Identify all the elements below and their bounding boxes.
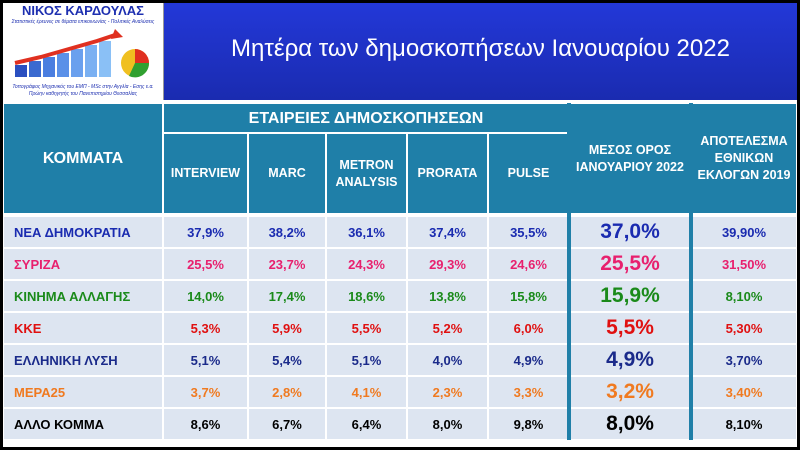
election-column-header: ΑΠΟΤΕΛΕΣΜΑ ΕΘΝΙΚΩΝ ΕΚΛΟΓΩΝ 2019 (691, 103, 797, 214)
poll-value: 3,3% (488, 376, 569, 408)
party-label: ΑΛΛΟ ΚΟΜΜΑ (3, 408, 163, 440)
election-value: 8,10% (691, 408, 797, 440)
poll-value: 5,9% (248, 312, 326, 344)
poll-value: 18,6% (326, 280, 407, 312)
poll-value: 6,7% (248, 408, 326, 440)
poll-value: 3,7% (163, 376, 248, 408)
poll-value: 4,1% (326, 376, 407, 408)
poll-value: 2,8% (248, 376, 326, 408)
poll-value: 23,7% (248, 248, 326, 280)
election-value: 39,90% (691, 216, 797, 248)
poll-value: 4,0% (407, 344, 488, 376)
poll-value: 24,6% (488, 248, 569, 280)
logo-credentials-1: Τοπογράφος Μηχανικός του ΕΜΠ - MSc στην … (12, 84, 154, 90)
poll-value: 6,0% (488, 312, 569, 344)
party-column-header: ΚΟΜΜΑΤΑ (3, 103, 163, 214)
poll-value: 2,3% (407, 376, 488, 408)
company-header: METRON ANALYSIS (326, 133, 407, 214)
poll-value: 5,5% (326, 312, 407, 344)
average-value: 37,0% (569, 216, 691, 248)
column-separator (689, 103, 693, 440)
poll-value: 5,1% (326, 344, 407, 376)
poll-value: 5,1% (163, 344, 248, 376)
title-bar: Μητέρα των δημοσκοπήσεων Ιανουαρίου 2022 (164, 3, 797, 100)
logo-credentials-2: Πρώην καθηγητής του Πανεπιστημίου Θεσσαλ… (28, 91, 138, 97)
party-label: ΕΛΛΗΝΙΚΗ ΛΥΣΗ (3, 344, 163, 376)
logo-name: ΝΙΚΟΣ ΚΑΡΔΟΥΛΑΣ (22, 3, 144, 18)
average-value: 3,2% (569, 376, 691, 408)
average-value: 4,9% (569, 344, 691, 376)
poll-value: 5,2% (407, 312, 488, 344)
poll-value: 37,9% (163, 216, 248, 248)
poll-value: 13,8% (407, 280, 488, 312)
poll-value: 15,8% (488, 280, 569, 312)
poll-value: 36,1% (326, 216, 407, 248)
company-header: PULSE (488, 133, 569, 214)
poll-value: 25,5% (163, 248, 248, 280)
election-value: 31,50% (691, 248, 797, 280)
poll-value: 35,5% (488, 216, 569, 248)
party-label: ΚΙΝΗΜΑ ΑΛΛΑΓΗΣ (3, 280, 163, 312)
election-value: 8,10% (691, 280, 797, 312)
poll-value: 4,9% (488, 344, 569, 376)
company-header: MARC (248, 133, 326, 214)
poll-value: 14,0% (163, 280, 248, 312)
average-value: 15,9% (569, 280, 691, 312)
poll-value: 29,3% (407, 248, 488, 280)
logo: ΝΙΚΟΣ ΚΑΡΔΟΥΛΑΣ Στατιστικές έρευνες σε θ… (3, 3, 164, 100)
poll-value: 5,4% (248, 344, 326, 376)
average-value: 5,5% (569, 312, 691, 344)
election-value: 3,40% (691, 376, 797, 408)
party-label: ΜΕΡΑ25 (3, 376, 163, 408)
average-value: 8,0% (569, 408, 691, 440)
company-header: INTERVIEW (163, 133, 248, 214)
poll-value: 37,4% (407, 216, 488, 248)
average-column-header: ΜΕΣΟΣ ΟΡΟΣ ΙΑΝΟΥΑΡΙΟΥ 2022 (569, 103, 691, 214)
poll-value: 6,4% (326, 408, 407, 440)
poll-value: 8,0% (407, 408, 488, 440)
poll-value: 38,2% (248, 216, 326, 248)
poll-value: 8,6% (163, 408, 248, 440)
page-title: Μητέρα των δημοσκοπήσεων Ιανουαρίου 2022 (231, 35, 730, 62)
poll-value: 9,8% (488, 408, 569, 440)
party-label: ΣΥΡΙΖΑ (3, 248, 163, 280)
party-label: ΝΕΑ ΔΗΜΟΚΡΑΤΙΑ (3, 216, 163, 248)
average-value: 25,5% (569, 248, 691, 280)
column-separator (567, 103, 571, 440)
party-label: ΚΚΕ (3, 312, 163, 344)
growth-chart-icon (14, 29, 150, 78)
company-header: PRORATA (407, 133, 488, 214)
election-value: 3,70% (691, 344, 797, 376)
election-value: 5,30% (691, 312, 797, 344)
poll-value: 24,3% (326, 248, 407, 280)
poll-value: 5,3% (163, 312, 248, 344)
companies-group-header: ΕΤΑΙΡΕΙΕΣ ΔΗΜΟΣΚΟΠΗΣΕΩΝ (163, 103, 569, 133)
poll-value: 17,4% (248, 280, 326, 312)
logo-tagline: Στατιστικές έρευνες σε θέματα επικοινωνί… (11, 19, 155, 25)
